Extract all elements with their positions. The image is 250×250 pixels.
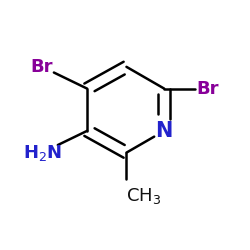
Text: CH$_3$: CH$_3$ [126, 186, 162, 206]
Text: N: N [156, 121, 173, 141]
Text: Br: Br [31, 58, 53, 76]
Text: Br: Br [197, 80, 219, 98]
Text: H$_2$N: H$_2$N [22, 143, 62, 163]
